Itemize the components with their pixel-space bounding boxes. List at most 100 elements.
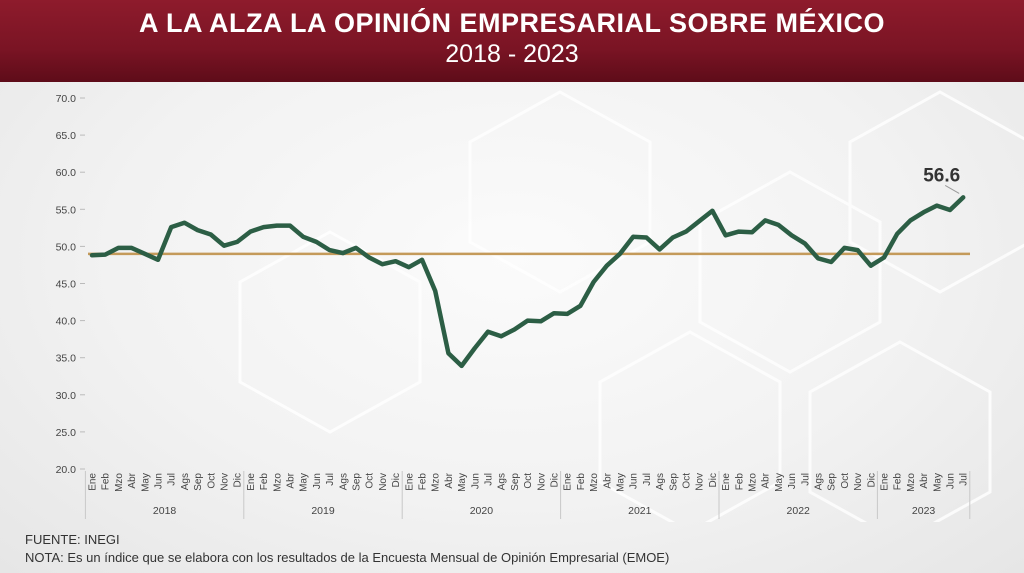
data-point xyxy=(288,224,292,228)
data-points xyxy=(90,195,965,368)
callout-label: 56.6 xyxy=(923,165,960,186)
x-tick-label: Oct xyxy=(523,473,534,489)
data-point xyxy=(130,246,134,250)
x-tick-label: Nov xyxy=(695,473,706,491)
y-tick-label: 35.0 xyxy=(56,353,77,365)
page-subtitle: 2018 - 2023 xyxy=(445,40,579,68)
series-line xyxy=(89,195,966,369)
data-point xyxy=(565,312,569,316)
data-point xyxy=(380,262,384,266)
y-tick-label: 65.0 xyxy=(56,130,77,142)
data-point xyxy=(605,264,609,268)
x-tick-label: Feb xyxy=(418,473,429,491)
data-point xyxy=(394,259,398,263)
year-label: 2021 xyxy=(628,505,652,517)
x-tick-label: Ags xyxy=(497,473,508,490)
y-tick-label: 30.0 xyxy=(56,390,77,402)
x-tick-label: May xyxy=(774,473,785,492)
x-tick-label: May xyxy=(457,473,468,492)
x-tick-label: Jul xyxy=(642,473,653,486)
data-point xyxy=(460,364,464,368)
data-point xyxy=(710,209,714,213)
year-label: 2018 xyxy=(153,505,177,517)
x-tick-label: Dic xyxy=(391,473,402,487)
x-tick-label: Nov xyxy=(220,473,231,491)
data-point xyxy=(301,235,305,239)
data-point xyxy=(697,219,701,223)
source-note: FUENTE: INEGI xyxy=(25,532,120,547)
data-point xyxy=(433,289,437,293)
data-point xyxy=(763,218,767,222)
data-point xyxy=(196,228,200,232)
x-tick-label: May xyxy=(140,473,151,492)
x-tick-label: Jul xyxy=(325,473,336,486)
x-tick-label: Dic xyxy=(866,473,877,487)
x-tick-label: Feb xyxy=(101,473,112,491)
data-point xyxy=(182,221,186,225)
x-tick-label: Nov xyxy=(378,473,389,491)
x-tick-label: May xyxy=(932,473,943,492)
x-tick-label: Abr xyxy=(127,472,138,488)
data-point xyxy=(539,319,543,323)
data-point xyxy=(895,232,899,236)
y-tick-label: 45.0 xyxy=(56,279,77,291)
x-tick-label: Abr xyxy=(761,472,772,488)
header-banner: A LA ALZA LA OPINIÓN EMPRESARIAL SOBRE M… xyxy=(0,0,1024,82)
x-tick-label: Ene xyxy=(404,473,415,491)
data-point xyxy=(248,230,252,234)
data-point xyxy=(869,264,873,268)
x-tick-label: May xyxy=(616,473,627,492)
x-tick-label: Oct xyxy=(206,473,217,489)
x-tick-label: Jul xyxy=(484,473,495,486)
data-point xyxy=(143,252,147,256)
x-tick-label: Sep xyxy=(827,473,838,491)
data-point xyxy=(156,258,160,262)
data-point xyxy=(816,256,820,260)
x-tick-label: Abr xyxy=(286,472,297,488)
x-tick-label: Ene xyxy=(246,473,257,491)
data-point xyxy=(116,246,120,250)
x-tick-label: Mzo xyxy=(431,473,442,492)
x-tick-label: Sep xyxy=(352,473,363,491)
y-tick-label: 60.0 xyxy=(56,167,77,179)
x-tick-label: Abr xyxy=(919,472,930,488)
data-point xyxy=(407,265,411,269)
x-tick-label: Mzo xyxy=(906,473,917,492)
y-tick-label: 25.0 xyxy=(56,427,77,439)
x-tick-label: Jul xyxy=(959,473,970,486)
callout-leader xyxy=(944,184,960,194)
y-tick-label: 50.0 xyxy=(56,241,77,253)
y-tick-label: 70.0 xyxy=(56,93,77,105)
x-tick-label: Ene xyxy=(88,473,99,491)
data-point xyxy=(856,248,860,252)
x-tick-label: Nov xyxy=(536,473,547,491)
x-tick-label: Mzo xyxy=(272,473,283,492)
data-point xyxy=(790,233,794,237)
data-point xyxy=(578,304,582,308)
data-point xyxy=(922,210,926,214)
data-point xyxy=(103,253,107,257)
data-point xyxy=(592,280,596,284)
page-title: A LA ALZA LA OPINIÓN EMPRESARIAL SOBRE M… xyxy=(138,8,886,38)
data-point xyxy=(776,223,780,227)
x-tick-label: Dic xyxy=(233,473,244,487)
data-point xyxy=(262,225,266,229)
year-label: 2019 xyxy=(311,505,335,517)
x-tick-label: Abr xyxy=(602,472,613,488)
x-tick-label: Feb xyxy=(734,473,745,491)
footnote: NOTA: Es un índice que se elabora con lo… xyxy=(25,550,670,565)
x-tick-label: Ene xyxy=(563,473,574,491)
x-tick-label: May xyxy=(299,473,310,492)
x-tick-label: Mzo xyxy=(589,473,600,492)
data-point xyxy=(724,233,728,237)
x-tick-label: Ags xyxy=(338,473,349,490)
x-tick-label: Oct xyxy=(840,473,851,489)
data-point xyxy=(235,240,239,244)
x-tick-label: Mzo xyxy=(748,473,759,492)
x-tick-label: Jun xyxy=(154,473,165,489)
data-point xyxy=(658,247,662,251)
data-point xyxy=(737,230,741,234)
data-point xyxy=(512,328,516,332)
year-label: 2022 xyxy=(787,505,811,517)
data-point xyxy=(420,258,424,262)
